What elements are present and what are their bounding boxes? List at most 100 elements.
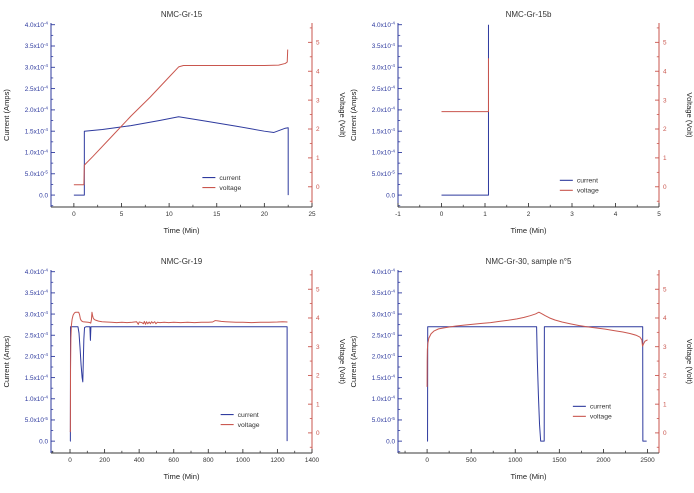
x-tick-label: 0: [68, 457, 72, 464]
exponent: -4: [44, 267, 49, 272]
right-tick-label: 1: [316, 401, 320, 408]
x-tick-label: 2500: [640, 457, 655, 464]
left-tick-label: 2.5x10-4: [25, 331, 49, 339]
exponent: -4: [44, 106, 49, 111]
x-tick-label: 800: [203, 457, 214, 464]
right-tick-label: 3: [663, 97, 667, 104]
left-tick-label: 1.0x10-4: [25, 395, 49, 403]
x-tick-label: 1: [483, 211, 487, 218]
exponent: -5: [391, 170, 396, 175]
exponent: -4: [44, 42, 49, 47]
exponent: -4: [391, 352, 396, 357]
left-tick-label: 1.0x10-4: [372, 148, 396, 156]
left-y-axis-label: Current (Amps): [2, 335, 11, 387]
left-tick-label: 3.5x10-4: [372, 42, 396, 50]
series-voltage-line: [73, 49, 289, 186]
left-tick-label: 1.5x10-4: [372, 127, 396, 135]
x-axis-label: Time (Min): [511, 472, 547, 481]
chart-nmc-gr-15b: 0.0 5.0x10-5 1.0x10-4 1.5x10-4 2.0x10-4 2.5x1…: [349, 10, 694, 235]
exponent: -4: [44, 148, 49, 153]
right-tick-label: 2: [663, 126, 667, 133]
legend-voltage-label: voltage: [219, 185, 241, 192]
exponent: -4: [391, 373, 396, 378]
right-tick-label: 4: [663, 68, 667, 75]
right-y-axis-label: Voltage (Volt): [338, 92, 347, 138]
legend-voltage-label: voltage: [577, 188, 599, 195]
series-current-line: [73, 116, 289, 196]
x-tick-label: 0: [425, 457, 429, 464]
x-tick-label: 5: [120, 211, 124, 218]
series-current-line: [427, 326, 647, 442]
series-layer: [441, 24, 489, 196]
exponent: -4: [391, 267, 396, 272]
left-tick-label: 3.0x10-4: [25, 310, 49, 318]
legend-voltage-label: voltage: [590, 414, 612, 421]
exponent: -4: [391, 289, 396, 294]
exponent: -5: [44, 416, 49, 421]
right-tick-label: 1: [663, 155, 667, 162]
x-tick-label: 200: [99, 457, 110, 464]
chart-title: NMC-Gr-15: [161, 10, 203, 19]
exponent: -4: [391, 310, 396, 315]
left-tick-label: 4.0x10-4: [25, 21, 49, 29]
exponent: -4: [391, 106, 396, 111]
right-tick-label: 2: [316, 126, 320, 133]
right-tick-label: 4: [316, 315, 320, 322]
left-tick-label: 2.0x10-4: [372, 106, 396, 114]
left-tick-label: 0.0: [386, 438, 395, 445]
chart-nmc-gr-15: 0.0 5.0x10-5 1.0x10-4 1.5x10-4 2.0x10-4 2.5x1…: [2, 10, 347, 235]
right-tick-label: 1: [663, 401, 667, 408]
series-voltage-line: [69, 311, 288, 433]
x-tick-label: 1000: [236, 457, 251, 464]
exponent: -4: [44, 310, 49, 315]
left-tick-label: 1.5x10-4: [25, 373, 49, 381]
right-tick-label: 5: [316, 286, 320, 293]
left-tick-label: 0.0: [39, 192, 48, 199]
left-tick-label: 4.0x10-4: [372, 267, 396, 275]
legend-voltage-label: voltage: [238, 422, 260, 429]
right-y-axis-label: Voltage (Volt): [338, 339, 347, 385]
right-y-axis-label: Voltage (Volt): [685, 339, 694, 385]
x-tick-label: 5: [657, 211, 661, 218]
exponent: -4: [391, 42, 396, 47]
chart-cell-nmc-gr-15: 0.0 5.0x10-5 1.0x10-4 1.5x10-4 2.0x10-4 2.5x1…: [0, 0, 347, 247]
x-tick-label: 2000: [596, 457, 611, 464]
left-tick-label: 1.0x10-4: [25, 148, 49, 156]
right-y-axis-label: Voltage (Volt): [685, 92, 694, 138]
left-tick-label: 2.0x10-4: [25, 352, 49, 360]
x-tick-label: -1: [395, 211, 401, 218]
x-tick-label: 0: [440, 211, 444, 218]
right-tick-label: 1: [316, 155, 320, 162]
legend-current-label: current: [219, 175, 240, 182]
left-tick-label: 1.5x10-4: [372, 373, 396, 381]
series-voltage-line: [426, 311, 648, 387]
x-tick-label: 0: [72, 211, 76, 218]
chart-title: NMC-Gr-19: [161, 257, 203, 266]
left-tick-label: 2.0x10-4: [372, 352, 396, 360]
plot-layer: 0.0 5.0x10-5 1.0x10-4 1.5x10-4 2.0x10-4 2.5x1…: [372, 21, 667, 219]
right-tick-label: 2: [663, 373, 667, 380]
right-tick-label: 3: [316, 97, 320, 104]
x-tick-label: 1000: [508, 457, 523, 464]
exponent: -5: [391, 416, 396, 421]
right-tick-label: 3: [663, 344, 667, 351]
series-voltage-line: [441, 58, 489, 113]
x-tick-label: 10: [166, 211, 174, 218]
left-y-axis-label: Current (Amps): [349, 335, 358, 387]
left-tick-label: 3.5x10-4: [372, 289, 396, 297]
left-tick-label: 4.0x10-4: [25, 267, 49, 275]
x-tick-label: 2: [527, 211, 531, 218]
left-tick-label: 1.0x10-4: [372, 395, 396, 403]
x-tick-label: 600: [168, 457, 179, 464]
x-axis-label: Time (Min): [511, 226, 547, 235]
x-tick-label: 4: [614, 211, 618, 218]
exponent: -4: [391, 127, 396, 132]
exponent: -4: [44, 21, 49, 26]
exponent: -4: [44, 331, 49, 336]
left-tick-label: 3.0x10-4: [372, 310, 396, 318]
chart-cell-nmc-gr-15b: 0.0 5.0x10-5 1.0x10-4 1.5x10-4 2.0x10-4 2.5x1…: [347, 0, 694, 247]
chart-nmc-gr-30: 0.0 5.0x10-5 1.0x10-4 1.5x10-4 2.0x10-4 2.5x1…: [349, 257, 694, 481]
chart-cell-nmc-gr-30: 0.0 5.0x10-5 1.0x10-4 1.5x10-4 2.0x10-4 2.5x1…: [347, 247, 694, 493]
left-tick-label: 2.5x10-4: [372, 331, 396, 339]
exponent: -4: [391, 395, 396, 400]
